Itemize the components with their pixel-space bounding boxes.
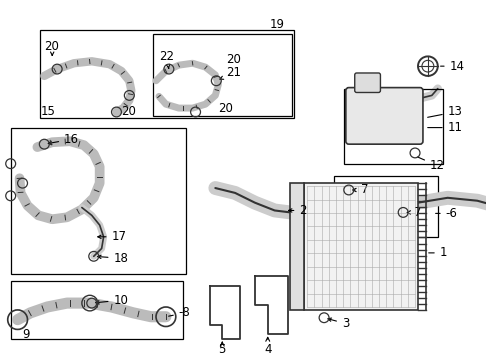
Bar xyxy=(304,183,417,310)
Text: -8: -8 xyxy=(168,306,190,319)
Text: 5: 5 xyxy=(218,343,225,356)
Text: 20: 20 xyxy=(121,105,136,118)
Text: 22: 22 xyxy=(159,50,174,68)
Bar xyxy=(333,176,437,237)
Text: 20: 20 xyxy=(44,40,59,53)
Text: 19: 19 xyxy=(269,18,284,31)
Text: 16: 16 xyxy=(48,133,79,146)
FancyBboxPatch shape xyxy=(354,73,380,93)
Text: 15: 15 xyxy=(41,105,55,118)
Text: 20: 20 xyxy=(226,53,241,66)
Bar xyxy=(290,183,304,310)
Text: 12: 12 xyxy=(417,157,444,172)
Text: 21: 21 xyxy=(220,67,241,80)
Text: 14: 14 xyxy=(440,60,464,73)
Text: 7: 7 xyxy=(407,206,421,219)
Text: 7: 7 xyxy=(352,184,367,197)
Text: 9: 9 xyxy=(22,328,30,341)
Bar xyxy=(153,34,292,116)
Text: 20: 20 xyxy=(218,102,233,114)
Text: 10: 10 xyxy=(96,294,128,307)
Bar xyxy=(11,127,185,274)
Bar xyxy=(41,30,294,118)
Text: 4: 4 xyxy=(264,343,271,356)
Text: 3: 3 xyxy=(327,317,348,330)
Text: 13: 13 xyxy=(427,105,462,118)
Text: 17: 17 xyxy=(98,230,126,243)
Text: 1: 1 xyxy=(428,246,447,260)
Bar xyxy=(343,89,442,164)
Text: 11: 11 xyxy=(427,121,462,134)
Text: 2: 2 xyxy=(288,204,306,217)
Bar xyxy=(11,281,183,339)
FancyBboxPatch shape xyxy=(345,87,422,144)
Text: 18: 18 xyxy=(98,252,128,265)
Text: -6: -6 xyxy=(435,207,457,220)
